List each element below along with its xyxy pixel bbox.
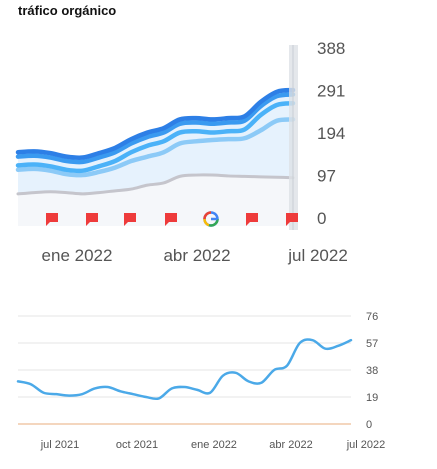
y-tick-label: 97	[317, 167, 336, 186]
event-flag-icon	[165, 213, 177, 226]
x-tick-label: jul 2022	[346, 439, 386, 451]
organic-traffic-area-chart: 0 97 194 291 388 ene 2022 abr 2022 jul 2022	[15, 39, 348, 265]
x-tick-label: ene 2022	[191, 439, 237, 451]
y-tick-label: 388	[317, 39, 345, 58]
event-flag-icon	[86, 213, 98, 226]
event-flag-icon	[124, 213, 136, 226]
series-line-4	[15, 117, 296, 178]
x-tick-label: abr 2022	[269, 439, 312, 451]
y-tick-label: 0	[317, 209, 326, 228]
series-line-3	[15, 100, 296, 174]
y-tick-label: 57	[366, 338, 378, 350]
y-tick-label: 38	[366, 365, 378, 377]
page-title: tráfico orgánico	[18, 3, 117, 18]
event-flag-icon	[46, 213, 58, 226]
y-tick-label: 76	[366, 311, 378, 323]
series-line	[16, 338, 353, 401]
y-tick-label: 19	[366, 392, 378, 404]
series-line-1	[15, 87, 296, 160]
y-tick-label: 0	[366, 419, 372, 431]
event-flag-icon	[286, 213, 298, 226]
y-tick-label: 194	[317, 124, 345, 143]
x-tick-label: abr 2022	[163, 246, 230, 265]
x-tick-label: oct 2021	[116, 439, 158, 451]
x-tick-label: jul 2021	[40, 439, 80, 451]
google-update-icon	[203, 211, 219, 227]
google-red-arc	[203, 211, 212, 220]
y-tick-label: 291	[317, 82, 345, 101]
x-tick-label: jul 2022	[287, 246, 348, 265]
series-line-2	[15, 92, 296, 165]
x-tick-label: ene 2022	[42, 246, 113, 265]
event-flag-icon	[246, 213, 258, 226]
google-yellow-arc	[203, 218, 210, 227]
series-line-5	[16, 173, 295, 196]
